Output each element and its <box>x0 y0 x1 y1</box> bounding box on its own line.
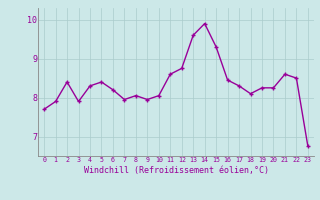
X-axis label: Windchill (Refroidissement éolien,°C): Windchill (Refroidissement éolien,°C) <box>84 166 268 175</box>
